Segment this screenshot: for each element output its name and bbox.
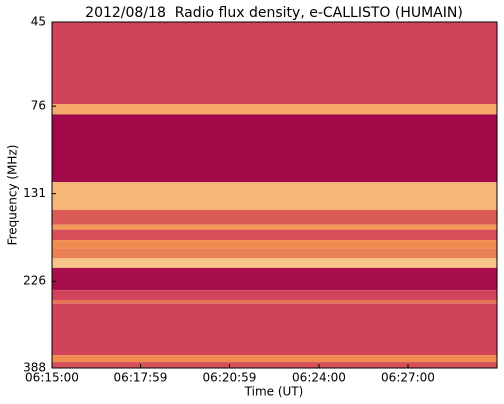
y-tick-label: 388 xyxy=(23,361,46,375)
spectrum-band xyxy=(52,224,497,230)
spectrum-band xyxy=(52,182,497,210)
spectrum-band xyxy=(52,299,497,304)
spectrum-band xyxy=(52,248,497,259)
y-axis-label: Frequency (MHz) xyxy=(6,145,20,246)
spectrum-band xyxy=(52,258,497,268)
x-tick-label: 06:17:59 xyxy=(114,371,168,385)
x-tick-label: 06:15:00 xyxy=(25,371,79,385)
x-tick-label: 06:20:59 xyxy=(203,371,257,385)
spectrum-band xyxy=(52,267,497,291)
spectrum-band xyxy=(52,290,497,300)
spectrum-band xyxy=(52,355,497,363)
spectrum-band xyxy=(52,229,497,241)
spectrum-band xyxy=(52,303,497,356)
spectrum-band xyxy=(52,240,497,249)
y-tick-label: 76 xyxy=(31,99,46,113)
spectrum-band xyxy=(52,114,497,183)
y-tick-label: 131 xyxy=(23,186,46,200)
y-tick-label: 45 xyxy=(31,15,46,29)
y-tick-label: 226 xyxy=(23,274,46,288)
spectrum-band xyxy=(52,209,497,225)
plot-frame xyxy=(51,21,498,369)
spectrum-band xyxy=(52,104,497,115)
x-tick-label: 06:24:00 xyxy=(292,371,346,385)
chart-title: 2012/08/18 Radio flux density, e-CALLIST… xyxy=(85,5,463,21)
spectrum-band xyxy=(52,362,497,368)
spectrum-band xyxy=(52,22,497,105)
x-tick-label: 06:27:00 xyxy=(381,371,435,385)
x-axis-label: Time (UT) xyxy=(244,385,304,399)
